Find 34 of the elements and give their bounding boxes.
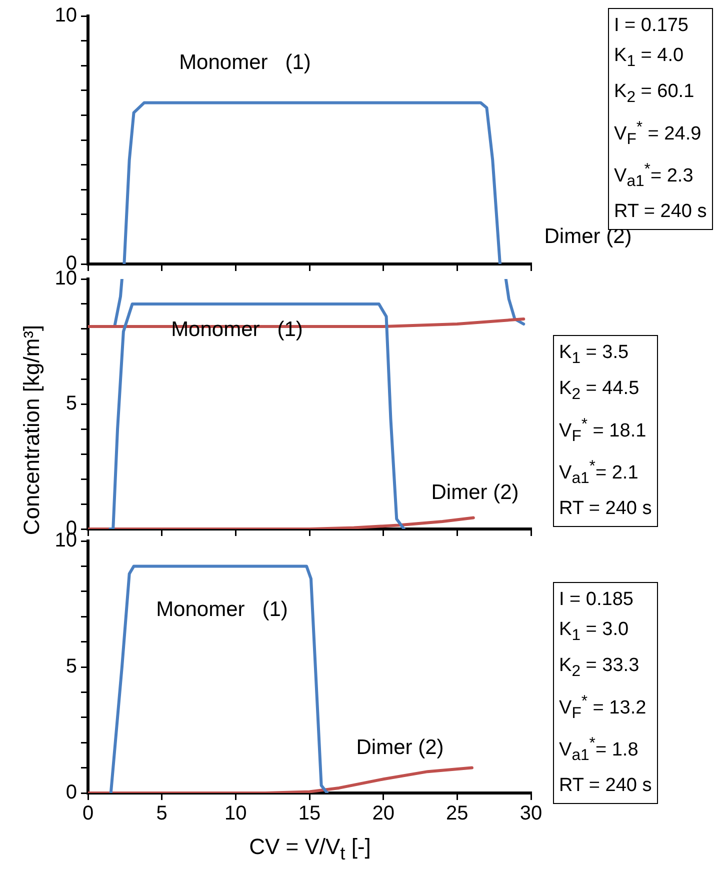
y-tick-label: 0 <box>66 782 77 804</box>
annotation: Dimer (2) <box>356 736 444 760</box>
text: V$_{F}$$^{*}$ = 13.2 <box>559 692 648 724</box>
x-tick-label: 5 <box>156 802 168 825</box>
y-tick-label: 5 <box>66 392 77 415</box>
text: RT = 240 s <box>559 774 652 798</box>
x-axis-title: CV = V/V$_{t}$ [-] <box>249 834 371 864</box>
text: K$_{2}$ = 44.5 <box>559 376 640 405</box>
y-tick-label: 10 <box>54 4 77 27</box>
text: RT = 240 s <box>559 496 652 521</box>
text: K$_{2}$ = 33.3 <box>559 654 640 682</box>
x-tick-label: 15 <box>298 802 321 825</box>
x-tick-label: 20 <box>372 802 394 825</box>
text: K$_{1}$ = 4.0 <box>614 44 685 72</box>
text: V$_{a1}$$^{*}$= 2.1 <box>559 456 640 489</box>
annotation: Monomer (1) <box>179 51 311 75</box>
text: K$_{1}$ = 3.0 <box>559 618 630 646</box>
text: V$_{a1}$$^{*}$= 1.8 <box>559 734 640 766</box>
text: V$_{a1}$$^{*}$= 2.3 <box>614 160 694 192</box>
y-tick-label: 5 <box>66 656 77 678</box>
x-tick-label: 0 <box>82 802 94 825</box>
text: I = 0.185 <box>559 588 634 612</box>
text: K$_{1}$ = 3.5 <box>559 341 630 369</box>
text: V$_{F}$$^{*}$ = 18.1 <box>559 414 648 447</box>
annotation: Dimer (2) <box>431 481 519 505</box>
text: I = 0.175 <box>614 14 690 38</box>
text: K$_{2}$ = 60.1 <box>614 80 696 108</box>
y-axis-title: Concentration [kg/m³] <box>19 324 45 536</box>
text: V$_{F}$$^{*}$ = 24.9 <box>614 118 702 150</box>
x-tick-label: 10 <box>224 802 247 825</box>
annotation: Monomer (1) <box>156 598 288 622</box>
x-tick-label: 30 <box>520 802 542 825</box>
text: RT = 240 s <box>614 200 707 224</box>
x-tick-label: 25 <box>446 802 468 825</box>
